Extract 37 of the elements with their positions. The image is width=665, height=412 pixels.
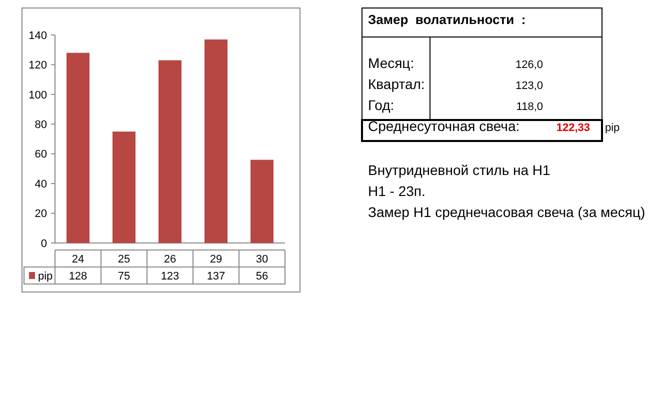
text: Квартал: (368, 76, 425, 92)
y-tick-label: 140 (28, 30, 47, 42)
text: Среднесуточная свеча: (368, 118, 520, 134)
text: 118,0 (516, 101, 543, 113)
text: Внутридневной стиль на H1 (368, 162, 551, 178)
y-tick-label: 100 (28, 89, 47, 102)
text: 126,0 (515, 59, 543, 71)
bar (112, 132, 136, 243)
bar (66, 52, 90, 243)
y-tick-label: 40 (34, 178, 47, 190)
x-tick-label: 30 (256, 253, 268, 266)
text: Замер H1 среднечасовая свеча (за месяц) (368, 204, 646, 220)
legend-label: pip (38, 270, 53, 282)
bar (204, 39, 228, 243)
text: Месяц: (368, 55, 414, 71)
data-label: 128 (68, 270, 88, 282)
bar (158, 60, 182, 243)
text: pip (605, 122, 620, 134)
x-tick-label: 24 (72, 253, 84, 266)
text: Год: (368, 97, 394, 113)
y-tick-label: 120 (28, 60, 47, 72)
x-tick-label: 29 (210, 253, 222, 266)
text: H1 - 23п. (368, 183, 426, 199)
data-label: 56 (256, 270, 268, 282)
data-label: 123 (160, 270, 180, 282)
data-label: 137 (206, 270, 226, 282)
bar (250, 160, 274, 243)
data-label: 75 (118, 270, 130, 282)
y-tick-label: 80 (34, 118, 47, 131)
y-tick-label: 60 (34, 148, 47, 161)
text: 122,33 (556, 122, 590, 134)
text: Замер волатильности : (368, 12, 526, 27)
x-tick-label: 25 (118, 253, 130, 266)
x-tick-label: 26 (164, 253, 176, 266)
text: 123,0 (515, 80, 543, 92)
y-tick-label: 20 (34, 208, 47, 220)
y-tick-label: 0 (40, 238, 47, 250)
